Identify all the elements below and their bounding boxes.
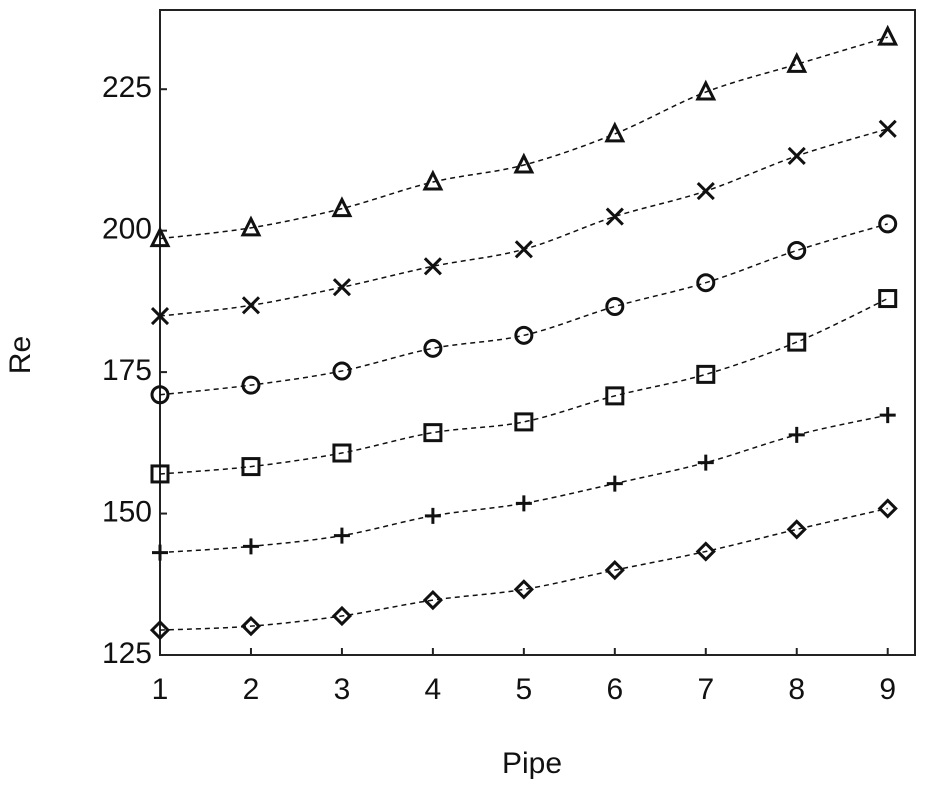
marker [787,332,807,352]
marker [788,426,805,443]
marker [152,544,168,561]
x-tick-label: 5 [516,673,533,706]
marker [787,240,807,260]
marker [515,495,532,512]
marker [514,240,533,259]
marker [422,169,444,191]
marker [605,207,624,226]
marker [241,375,261,395]
y-tick-label: 175 [102,354,152,387]
marker [605,296,625,316]
x-axis-label: Pipe [502,747,562,780]
series-line [159,507,888,631]
marker [514,412,534,432]
marker [878,214,898,234]
marker [240,616,262,637]
series-line [159,223,888,396]
marker [877,498,898,519]
marker [332,443,352,463]
marker [423,257,442,276]
marker [422,589,444,611]
series-line [159,36,888,240]
x-tick-label: 7 [697,673,714,706]
series-line [159,297,889,475]
marker [696,181,715,201]
marker [604,121,626,143]
marker [695,79,717,101]
y-tick-label: 150 [102,495,152,528]
marker [605,386,625,406]
y-axis-label: Re [4,336,37,374]
x-tick-label: 2 [243,673,260,706]
x-tick-label: 1 [152,673,169,706]
marker [877,24,899,46]
marker [787,146,806,166]
marker [149,619,171,641]
marker [604,560,625,581]
marker [423,423,443,443]
marker [241,296,261,315]
marker [514,325,534,345]
marker [240,215,262,237]
marker [878,119,897,138]
x-tick-label: 9 [879,673,896,706]
marker [424,507,441,524]
y-tick-label: 225 [102,71,152,104]
y-tick-label: 200 [102,213,152,246]
marker [786,519,807,540]
marker [878,289,898,309]
x-tick-label: 8 [788,673,805,706]
x-tick-label: 6 [606,673,623,706]
marker [423,338,443,358]
marker [879,407,896,424]
marker [150,464,170,484]
marker [513,152,535,174]
marker [242,538,259,555]
marker [606,475,623,492]
marker [241,457,261,477]
marker [786,51,808,73]
y-tick-label: 125 [102,637,152,670]
marker [513,579,534,600]
marker [150,385,170,405]
x-tick-label: 4 [425,673,442,706]
marker [149,226,171,248]
marker [332,361,352,381]
x-tick-label: 3 [334,673,351,706]
plot-frame [159,9,916,656]
marker [696,364,716,384]
marker [332,278,351,297]
marker [333,527,350,544]
marker [696,273,716,293]
marker [150,307,170,326]
series-line [159,414,888,554]
marker [695,541,716,562]
marker [697,454,714,471]
marker [331,605,353,627]
marker [331,196,353,218]
